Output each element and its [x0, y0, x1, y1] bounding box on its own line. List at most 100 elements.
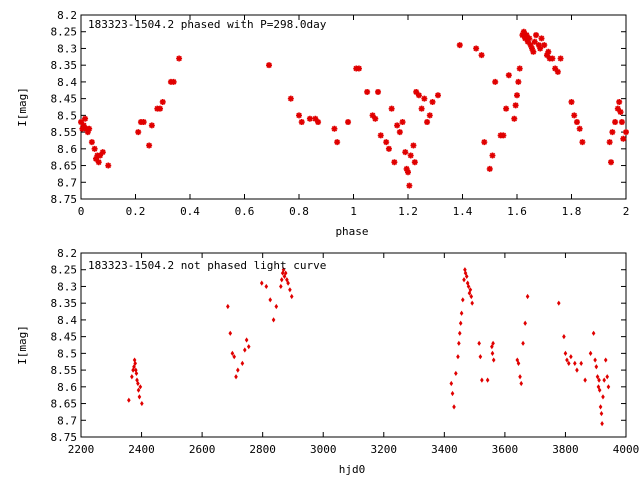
phased-data-point — [298, 119, 305, 126]
unphased-data-point — [464, 273, 469, 280]
phased-data-point — [545, 48, 552, 55]
unphased-data-point — [271, 317, 276, 323]
unphased-data-point — [562, 334, 566, 340]
phased-data-point — [394, 122, 401, 129]
unphased-data-point — [137, 394, 142, 400]
unphased-y-tick-label: 8.4 — [57, 314, 77, 327]
unphased-data-point — [264, 283, 269, 290]
phased-chart-title: 183323-1504.2 phased with P=298.0day — [88, 18, 327, 31]
phased-data-point — [515, 78, 522, 85]
phased-data-point — [86, 125, 93, 132]
phased-data-point — [478, 52, 485, 59]
unphased-data-point — [462, 277, 466, 283]
phased-data-point — [522, 35, 529, 42]
unphased-data-point — [598, 404, 603, 410]
phased-data-point — [411, 159, 418, 166]
phased-data-point — [176, 55, 183, 62]
unphased-x-tick-label: 3800 — [552, 443, 579, 456]
unphased-data-point — [523, 320, 527, 326]
phased-data-point — [568, 98, 575, 105]
unphased-data-point — [236, 367, 240, 373]
phased-data-point — [557, 55, 564, 62]
phased-data-point — [552, 65, 559, 72]
phased-y-tick-label: 8.75 — [51, 193, 78, 206]
unphased-x-tick-label: 2400 — [128, 443, 155, 456]
unphased-y-tick-label: 8.2 — [57, 247, 77, 260]
unphased-data-point — [597, 387, 602, 393]
unphased-data-point — [595, 374, 600, 380]
unphased-y-axis-label: I[mag] — [16, 325, 29, 365]
unphased-data-point — [563, 350, 568, 356]
unphased-data-point — [601, 394, 605, 400]
unphased-data-point — [477, 340, 481, 346]
phased-data-point — [511, 115, 518, 122]
unphased-data-point — [583, 377, 587, 383]
phased-y-tick-label: 8.6 — [57, 143, 77, 156]
phased-chart: 0 0.2 0.4 0.6 0.8 1 1.2 1.4 1.6 1.8 2 8.2 8.25 8.3 8.3… — [16, 9, 629, 238]
phased-y-tick-label: 8.7 — [57, 176, 77, 189]
unphased-y-tick-label: 8.75 — [51, 431, 78, 444]
unphased-data-point — [591, 330, 596, 336]
unphased-data-point — [605, 374, 610, 380]
phased-y-tick-label: 8.45 — [51, 93, 78, 106]
unphased-data-point — [457, 330, 462, 336]
unphased-data-point — [466, 283, 471, 290]
unphased-data-point — [459, 310, 464, 316]
phased-data-point — [519, 32, 526, 39]
unphased-y-tick-label: 8.55 — [51, 364, 78, 377]
phased-data-point — [526, 35, 533, 42]
unphased-data-point — [594, 364, 599, 370]
phased-data-point — [415, 92, 422, 99]
unphased-data-point — [521, 340, 525, 346]
phased-data-point — [528, 45, 535, 52]
unphased-data-point — [456, 354, 460, 360]
phased-data-point — [554, 68, 561, 75]
phased-data-point — [92, 155, 99, 162]
unphased-data-point — [279, 277, 284, 283]
unphased-data-point — [602, 377, 606, 383]
phased-data-point — [157, 105, 164, 112]
unphased-data-point — [228, 330, 233, 336]
unphased-data-point — [465, 280, 470, 286]
phased-data-point — [618, 119, 625, 126]
unphased-data-point — [281, 267, 286, 273]
phased-x-tick-label: 0.4 — [180, 205, 200, 218]
unphased-data-point — [566, 360, 571, 366]
phased-data-point — [434, 92, 441, 99]
phased-x-tick-label: 1.8 — [562, 205, 582, 218]
phased-data-point — [606, 139, 613, 146]
phased-data-point — [331, 125, 338, 132]
phased-data-point — [620, 135, 627, 142]
unphased-data-point — [282, 273, 287, 280]
unphased-data-point — [286, 280, 290, 286]
phased-data-point — [80, 122, 87, 129]
phased-data-point — [355, 65, 362, 72]
unphased-data-point — [579, 360, 583, 366]
phased-x-tick-label: 0.6 — [235, 205, 255, 218]
unphased-data-point — [285, 277, 289, 283]
phased-data-point — [369, 112, 376, 119]
unphased-data-point — [134, 370, 139, 377]
phased-data-point — [516, 65, 523, 72]
phased-data-point — [456, 42, 463, 49]
phased-data-point — [105, 162, 112, 169]
unphased-data-point — [593, 357, 597, 363]
unphased-data-point — [130, 374, 134, 380]
unphased-data-point — [516, 360, 521, 366]
phased-data-point — [403, 165, 410, 172]
unphased-y-tick-label: 8.6 — [57, 381, 77, 394]
unphased-y-tick-label: 8.65 — [51, 398, 78, 411]
phased-data-point — [406, 182, 413, 189]
phased-data-point — [426, 112, 433, 119]
unphased-data-point — [463, 270, 468, 276]
phased-data-point — [266, 62, 273, 69]
phased-y-tick-label: 8.5 — [57, 109, 77, 122]
phased-data-point — [364, 88, 371, 95]
unphased-x-axis-label: hjd0 — [339, 463, 366, 476]
unphased-data-point — [573, 360, 577, 366]
phased-data-point — [573, 119, 580, 126]
phased-data-point — [538, 35, 545, 42]
unphased-data-point — [274, 303, 279, 310]
unphased-data-point — [490, 350, 495, 356]
phased-data-point — [617, 109, 624, 116]
